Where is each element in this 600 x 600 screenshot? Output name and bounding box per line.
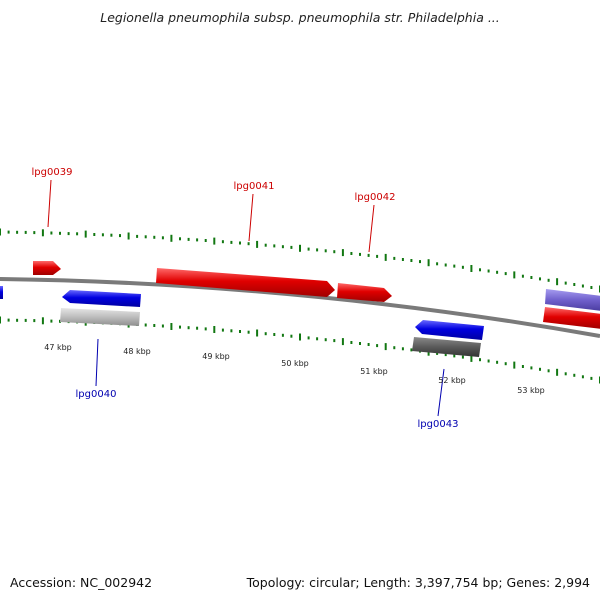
genome-backbone xyxy=(0,277,600,338)
upper-tick-track xyxy=(0,228,600,293)
leader-lpg0042 xyxy=(368,204,375,253)
scale-label: 50 kbp xyxy=(281,359,309,368)
scale-label: 49 kbp xyxy=(202,352,230,361)
map-title: Legionella pneumophila subsp. pneumophil… xyxy=(100,10,500,25)
label-lpg0040: lpg0040 xyxy=(76,389,117,400)
gene-lpg0041[interactable] xyxy=(156,268,335,297)
gene-lpg0039[interactable] xyxy=(33,261,61,275)
label-lpg0039: lpg0039 xyxy=(32,167,73,178)
gene-lpg0042[interactable] xyxy=(337,283,392,302)
label-lpg0041: lpg0041 xyxy=(234,181,275,192)
gene-left-edge-partial[interactable] xyxy=(0,286,3,299)
scale-label: 47 kbp xyxy=(44,343,72,352)
lower-tick-track xyxy=(0,316,600,384)
scale-label: 51 kbp xyxy=(360,367,388,376)
accession-text: Accession: NC_002942 xyxy=(10,575,153,590)
feature-dark-bar[interactable] xyxy=(412,337,481,357)
gene-lpg0040[interactable] xyxy=(62,290,141,307)
leader-lpg0040 xyxy=(95,338,99,387)
gene-lpg0043[interactable] xyxy=(415,320,484,340)
feature-light-bar[interactable] xyxy=(60,308,140,326)
leader-lpg0043 xyxy=(437,368,445,417)
label-lpg0043: lpg0043 xyxy=(418,419,459,430)
scale-label: 48 kbp xyxy=(123,347,151,356)
label-lpg0042: lpg0042 xyxy=(355,192,396,203)
leader-lpg0041 xyxy=(248,193,254,242)
leader-lpg0039 xyxy=(47,179,52,228)
scale-label: 52 kbp xyxy=(438,376,466,385)
gene-right-purple-partial[interactable] xyxy=(545,289,600,311)
genome-summary-text: Topology: circular; Length: 3,397,754 bp… xyxy=(246,575,590,590)
gene-right-forward-partial[interactable] xyxy=(543,307,600,329)
scale-label: 53 kbp xyxy=(517,386,545,395)
